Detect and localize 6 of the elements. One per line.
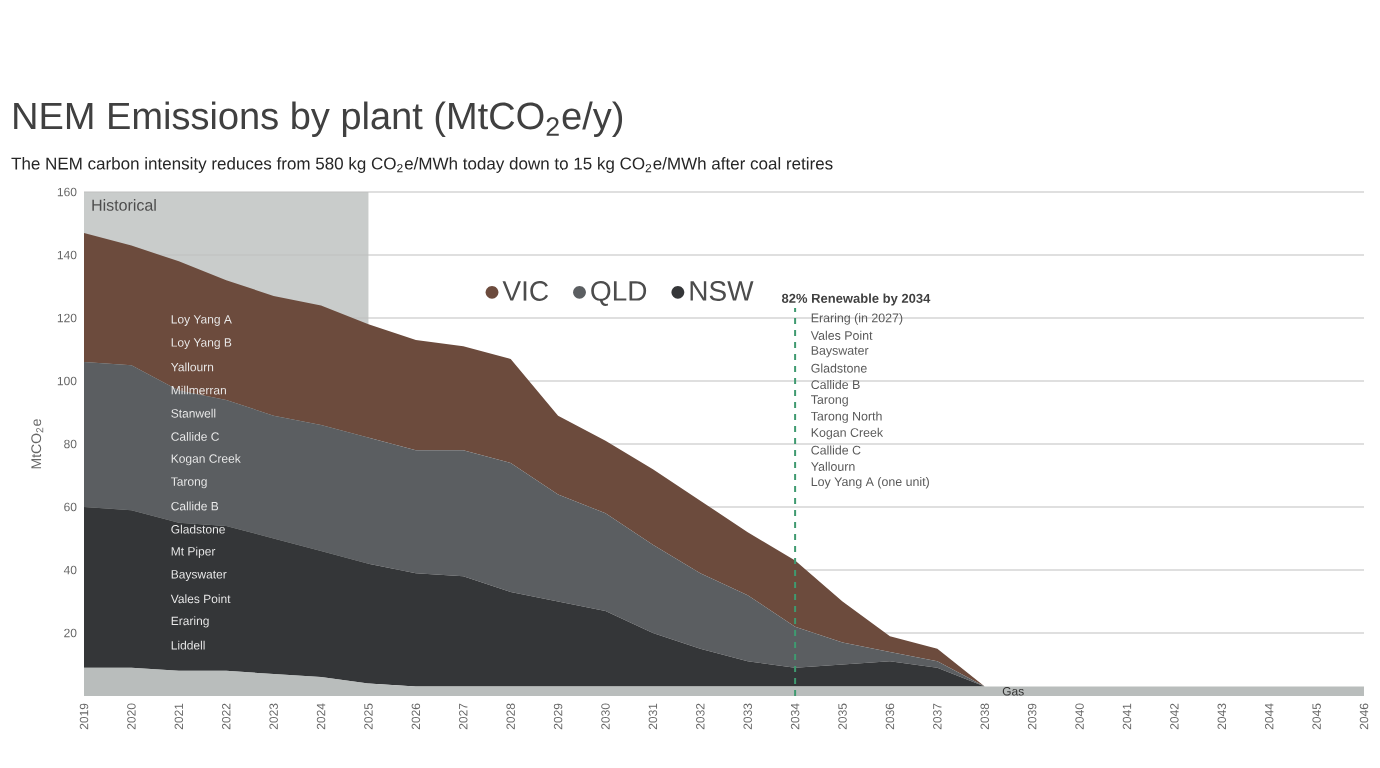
legend-label: VIC bbox=[502, 281, 549, 301]
band-label: Historical bbox=[92, 199, 156, 211]
legend-label: QLD bbox=[591, 281, 647, 306]
legend-label: NSW bbox=[690, 281, 754, 301]
chart-subtitle: The NEM carbon intensity reduces from 580 kg CO$_{2}$e/MWh today down to 15 kg CO$_{2}$e/MWh after coal retires bbox=[11, 157, 833, 173]
chart-title: NEM Emissions by plant (MtCO$_{2}$e/y) bbox=[14, 101, 623, 137]
